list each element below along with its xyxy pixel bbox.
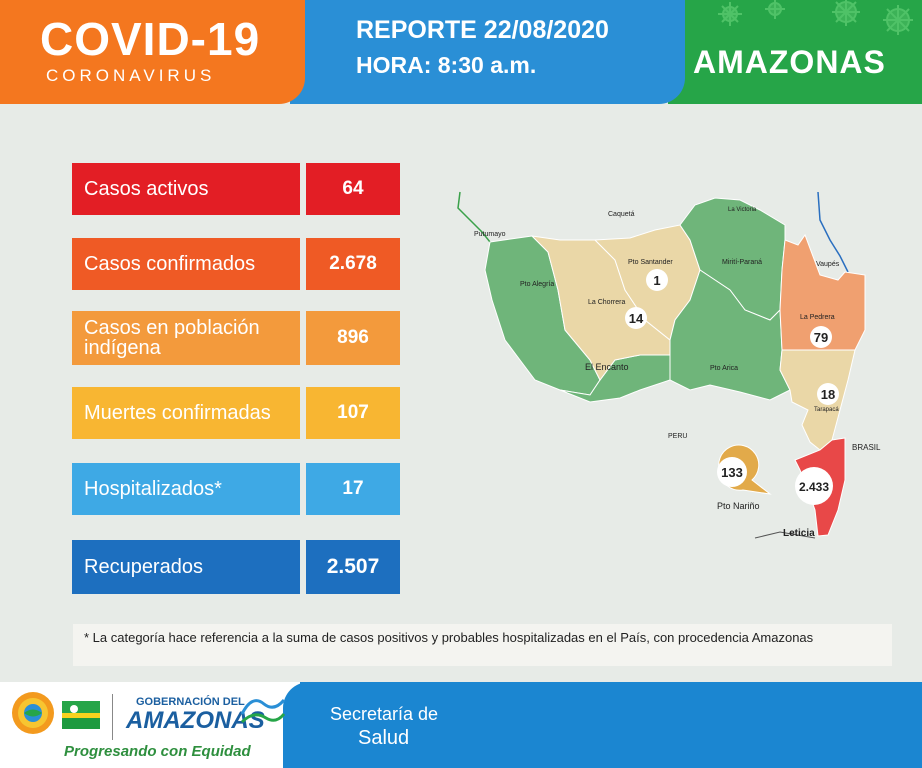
label-peru: PERU [668,433,687,440]
case-circle [717,457,747,487]
border-line [754,531,816,539]
stat-label-casos-activos: Casos activos [72,163,300,215]
stat-value-casos-confirmados: 2.678 [306,238,400,290]
report-date: REPORTE 22/08/2020 [356,16,609,44]
stat-label-poblacion-indigena: Casos en población indígena [72,311,300,365]
river-line [817,191,849,273]
label-pto-arica: Pto Arica [710,365,738,372]
label-caqueta: Caquetá [608,211,635,218]
label-brasil: BRASIL [852,443,881,452]
stat-value-hospitalizados: 17 [306,463,400,515]
virus-icon-group [718,0,913,35]
cases-leticia: 2.433 [799,480,829,494]
stat-value-casos-activos: 64 [306,163,400,215]
stat-value-recuperados: 2.507 [306,540,400,594]
label-tarapaca: Tarapacá [814,407,839,413]
case-circle [795,467,833,505]
header-blue-panel [290,0,685,104]
label-la-victoria: La Victoria [728,207,757,213]
label-la-chorrera: La Chorrera [588,299,625,306]
cases-pto-narino: 133 [721,465,743,480]
virus-icon [883,5,913,35]
secretaria-line2: Salud [358,727,410,749]
footnote-box [73,624,892,666]
label-la-pedrera: La Pedrera [800,314,835,321]
label-vaupes: Vaupés [816,261,840,268]
label-el-encanto: El Encanto [585,362,629,372]
stat-label-recuperados: Recuperados [72,540,300,594]
stat-value-poblacion-indigena: 896 [306,311,400,365]
header-green-panel [668,0,922,104]
label-leticia: Leticia [783,528,815,539]
header-orange-panel [0,0,305,104]
secretaria-line1: Secretaría de [330,704,439,724]
amazonas-flag-icon [62,701,100,729]
footer-blue-panel [300,682,922,768]
virus-icon [765,0,785,19]
page-subtitle: CORONAVIRUS [46,66,216,85]
label-pto-alegria: Pto Alegría [520,281,554,288]
virus-icon [832,0,860,26]
virus-icon [718,2,742,26]
cases-tarapaca: 18 [821,387,835,402]
gov-slogan: Progresando con Equidad [64,743,251,760]
river-logo-icon [240,699,286,724]
region-la-pedrera [779,233,866,351]
page-title: COVID-19 [40,13,261,65]
footer-divider [112,694,113,740]
label-miriti-parana: Mirití-Paraná [722,259,762,266]
case-circle [646,269,668,291]
gov-name-line1: GOBERNACIÓN DEL [136,696,245,708]
case-circle [625,307,647,329]
label-putumayo: Putumayo [474,231,506,238]
region-tarapaca [779,349,856,451]
cases-la-chorrera: 14 [629,311,644,326]
river-line [457,191,491,243]
label-pto-narino: Pto Nariño [717,501,760,511]
label-pto-santander: Pto Santander [628,259,673,266]
stat-value-muertes-confirmadas: 107 [306,387,400,439]
region-name: AMAZONAS [693,44,886,80]
sun-emblem-icon [12,692,54,734]
case-circle [817,383,839,405]
case-circle [810,326,832,348]
stat-label-muertes-confirmadas: Muertes confirmadas [72,387,300,439]
amazonas-map: 1 14 79 18 133 2.433 Caquetá Putumayo La… [457,191,881,539]
cases-pto-santander: 1 [653,273,660,288]
stat-label-hospitalizados: Hospitalizados* [72,463,300,515]
cases-la-pedrera: 79 [814,330,828,345]
stat-label-casos-confirmados: Casos confirmados [72,238,300,290]
footnote-text: * La categoría hace referencia a la suma… [84,630,814,645]
report-time: HORA: 8:30 a.m. [356,52,537,78]
